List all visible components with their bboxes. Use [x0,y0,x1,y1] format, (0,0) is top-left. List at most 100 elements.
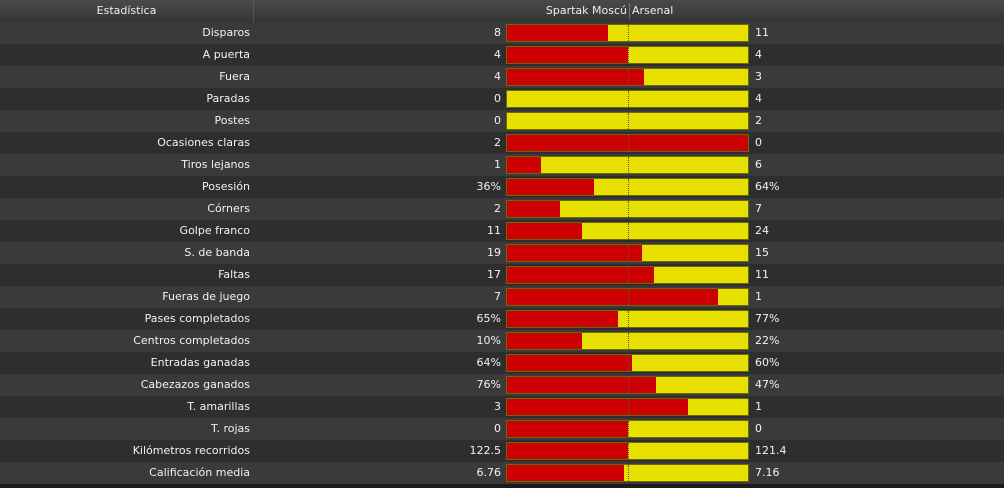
home-value: 0 [494,114,501,127]
stat-row: Fuera 4 3 [0,66,1004,88]
comparison-bar [506,420,749,438]
away-value: 11 [755,26,769,39]
stat-label: Golpe franco [179,224,250,237]
away-value: 60% [755,356,780,369]
stat-row: Posesión 36% 64% [0,176,1004,198]
bar-midline [628,377,629,393]
bar-midline [628,135,629,151]
comparison-bar [506,310,749,328]
stat-label: Centros completados [133,334,250,347]
bar-midline [628,113,629,129]
comparison-bar [506,354,749,372]
home-share-fill [507,25,608,41]
home-value: 4 [494,70,501,83]
stats-header: Estadística Spartak Moscú Arsenal [0,0,1004,23]
comparison-bar [506,68,749,86]
bar-midline [628,25,629,41]
stat-row: Entradas ganadas 64% 60% [0,352,1004,374]
stat-label: Postes [214,114,250,127]
bar-midline [628,355,629,371]
away-value: 15 [755,246,769,259]
comparison-bar [506,398,749,416]
bar-midline [628,443,629,459]
comparison-bar [506,134,749,152]
bar-midline [628,245,629,261]
home-value: 64% [476,356,501,369]
bar-midline [628,223,629,239]
home-value: 3 [494,400,501,413]
home-share-fill [507,443,628,459]
home-value: 6.76 [476,466,502,479]
away-value: 64% [755,180,780,193]
stat-column-header[interactable]: Estadística [0,0,254,22]
home-value: 19 [487,246,501,259]
comparison-bar [506,222,749,240]
bar-midline [628,311,629,327]
bar-midline [628,333,629,349]
home-share-fill [507,289,718,305]
comparison-bar [506,46,749,64]
home-value: 8 [494,26,501,39]
home-value: 36% [476,180,501,193]
home-share-fill [507,201,560,217]
away-value: 1 [755,400,762,413]
stat-label: Posesión [202,180,250,193]
comparison-bar [506,200,749,218]
stat-label: Pases completados [144,312,250,325]
home-share-fill [507,245,642,261]
home-share-fill [507,135,748,151]
home-value: 2 [494,136,501,149]
bar-midline [628,69,629,85]
home-value: 0 [494,422,501,435]
comparison-bar [506,266,749,284]
stat-row: Paradas 0 4 [0,88,1004,110]
comparison-bar [506,90,749,108]
stat-row: Tiros lejanos 1 6 [0,154,1004,176]
stat-label: Faltas [218,268,250,281]
home-share-fill [507,311,618,327]
comparison-bar [506,442,749,460]
away-value: 7 [755,202,762,215]
away-value: 77% [755,312,780,325]
comparison-bar [506,244,749,262]
stat-label: S. de banda [184,246,250,259]
stat-row: Postes 0 2 [0,110,1004,132]
bar-midline [628,267,629,283]
stat-row: Ocasiones claras 2 0 [0,132,1004,154]
home-value: 10% [476,334,501,347]
home-share-fill [507,399,688,415]
home-share-fill [507,465,624,481]
away-value: 3 [755,70,762,83]
comparison-bar [506,156,749,174]
home-value: 1 [494,158,501,171]
home-value: 65% [476,312,501,325]
stat-label: Disparos [202,26,250,39]
home-value: 76% [476,378,501,391]
bar-midline [628,289,629,305]
stat-label: T. amarillas [187,400,250,413]
home-share-fill [507,223,582,239]
away-value: 0 [755,422,762,435]
comparison-bar [506,178,749,196]
stat-label: Calificación media [149,466,250,479]
home-value: 4 [494,48,501,61]
stat-row: Kilómetros recorridos 122.5 121.4 [0,440,1004,462]
home-share-fill [507,355,632,371]
away-value: 2 [755,114,762,127]
home-value: 122.5 [469,444,502,457]
stat-row: Córners 2 7 [0,198,1004,220]
stat-label: Fuera [219,70,250,83]
home-value: 17 [487,268,501,281]
stat-row: Cabezazos ganados 76% 47% [0,374,1004,396]
header-divider [629,3,630,19]
comparison-bar [506,288,749,306]
comparison-bar [506,332,749,350]
comparison-bar [506,24,749,42]
stat-row: Golpe franco 11 24 [0,220,1004,242]
home-value: 7 [494,290,501,303]
stat-label: Tiros lejanos [181,158,250,171]
stat-row: T. rojas 0 0 [0,418,1004,440]
away-value: 11 [755,268,769,281]
comparison-bar [506,112,749,130]
